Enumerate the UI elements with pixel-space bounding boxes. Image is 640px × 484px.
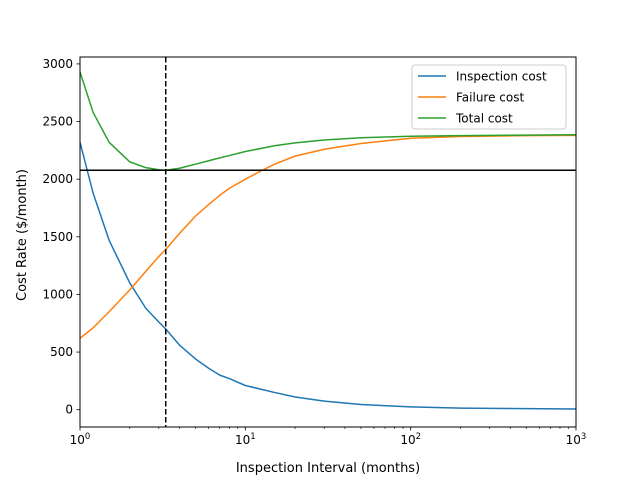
plot-inner	[80, 57, 576, 427]
y-axis-label: Cost Rate ($/month)	[15, 169, 30, 301]
x-tick-label: 100	[70, 432, 91, 447]
series-line-failure-cost	[80, 134, 576, 339]
y-tick-label: 3000	[42, 57, 73, 71]
plot-area	[80, 57, 576, 427]
y-tick-label: 1500	[42, 230, 73, 244]
legend-label-failure-cost: Failure cost	[456, 91, 524, 105]
x-tick-label: 101	[235, 432, 256, 447]
legend-label-inspection-cost: Inspection cost	[456, 70, 547, 84]
legend-label-total-cost: Total cost	[455, 112, 513, 126]
x-tick-label: 102	[400, 432, 421, 447]
x-tick-label: 103	[566, 432, 587, 447]
axes-frame	[79, 56, 577, 428]
y-tick-label: 1000	[42, 287, 73, 301]
x-axis-label: Inspection Interval (months)	[236, 461, 420, 476]
y-tick-label: 500	[50, 345, 73, 359]
legend: Inspection cost Failure cost Total cost	[411, 64, 567, 130]
y-tick-label: 2000	[42, 172, 73, 186]
series-line-inspection-cost	[80, 142, 576, 410]
axes: 100 101 102 103 0 500 1000 1500 2000 2500 3000	[42, 56, 587, 447]
series-line-total-cost	[80, 71, 576, 171]
legend-box	[411, 64, 567, 130]
y-tick-label: 0	[65, 403, 73, 417]
y-tick-label: 2500	[42, 115, 73, 129]
